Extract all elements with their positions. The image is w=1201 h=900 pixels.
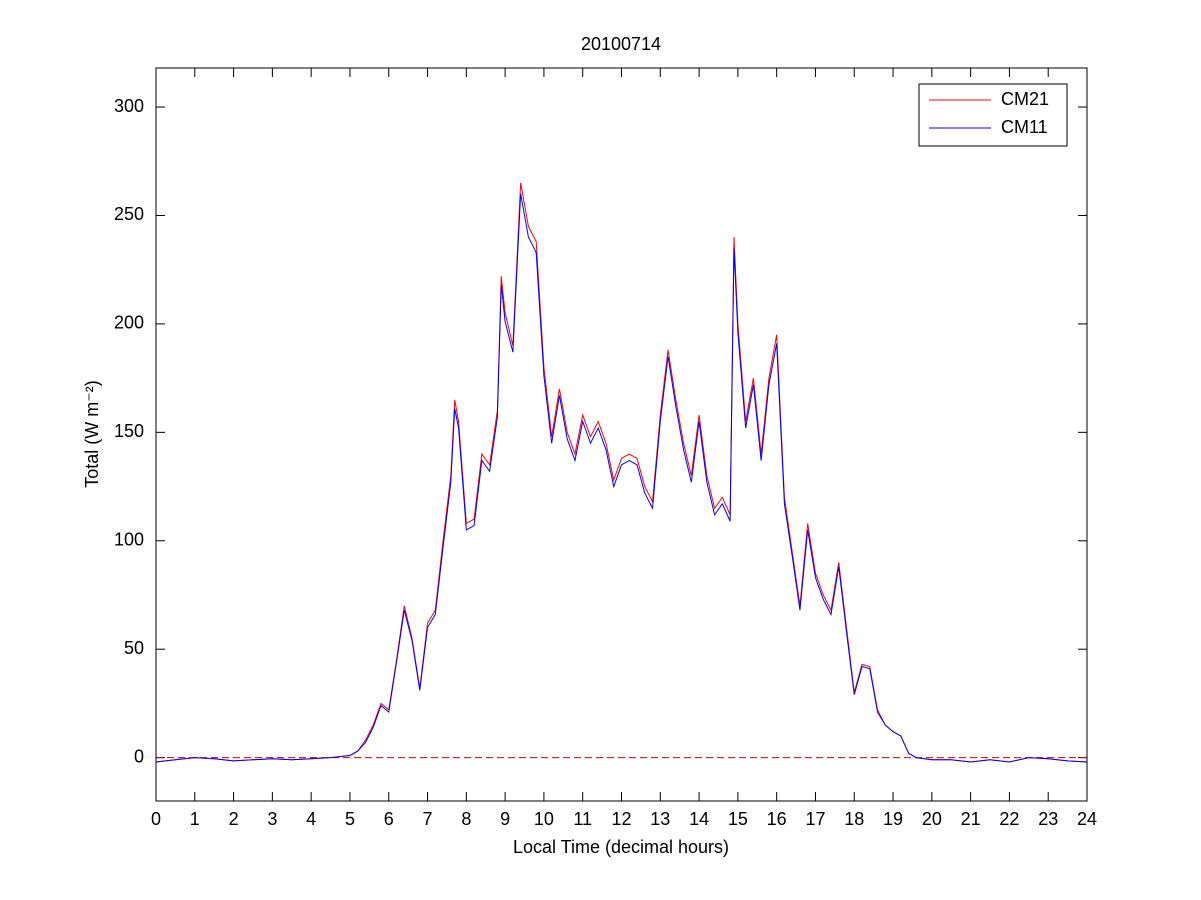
x-tick-label: 8 [461,809,471,829]
x-tick-label: 14 [689,809,709,829]
x-tick-label: 6 [384,809,394,829]
chart-title: 20100714 [581,34,661,54]
x-tick-label: 4 [306,809,316,829]
x-tick-label: 2 [229,809,239,829]
y-tick-label: 300 [114,96,144,116]
x-tick-label: 22 [999,809,1019,829]
series-line [155,193,1088,763]
x-tick-label: 16 [767,809,787,829]
x-tick-label: 0 [151,809,161,829]
y-tick-label: 100 [114,530,144,550]
x-tick-label: 3 [267,809,277,829]
y-tick-label: 50 [124,638,144,658]
x-tick-label: 17 [805,809,825,829]
x-tick-label: 5 [345,809,355,829]
legend-label: CM11 [1001,117,1048,137]
series-line [155,182,1088,763]
x-tick-label: 10 [534,809,554,829]
x-tick-label: 21 [961,809,981,829]
legend-label: CM21 [1001,89,1049,109]
x-tick-label: 13 [650,809,670,829]
x-tick-label: 18 [844,809,864,829]
x-tick-label: 11 [573,809,592,829]
x-axis-label: Local Time (decimal hours) [513,837,729,857]
x-tick-label: 9 [500,809,510,829]
x-tick-label: 7 [423,809,433,829]
y-tick-label: 150 [114,421,144,441]
y-tick-label: 0 [134,746,144,766]
legend-box [918,83,1068,147]
x-tick-label: 19 [883,809,903,829]
x-tick-label: 1 [190,809,200,829]
y-axis-label: Total (W m⁻²) [82,380,102,488]
y-tick-label: 200 [114,313,144,333]
y-tick-label: 250 [114,204,144,224]
x-tick-label: 23 [1038,809,1058,829]
plot-frame [155,67,1088,802]
x-tick-label: 12 [611,809,631,829]
x-tick-label: 15 [728,809,748,829]
x-tick-label: 20 [922,809,942,829]
x-tick-label: 24 [1077,809,1097,829]
